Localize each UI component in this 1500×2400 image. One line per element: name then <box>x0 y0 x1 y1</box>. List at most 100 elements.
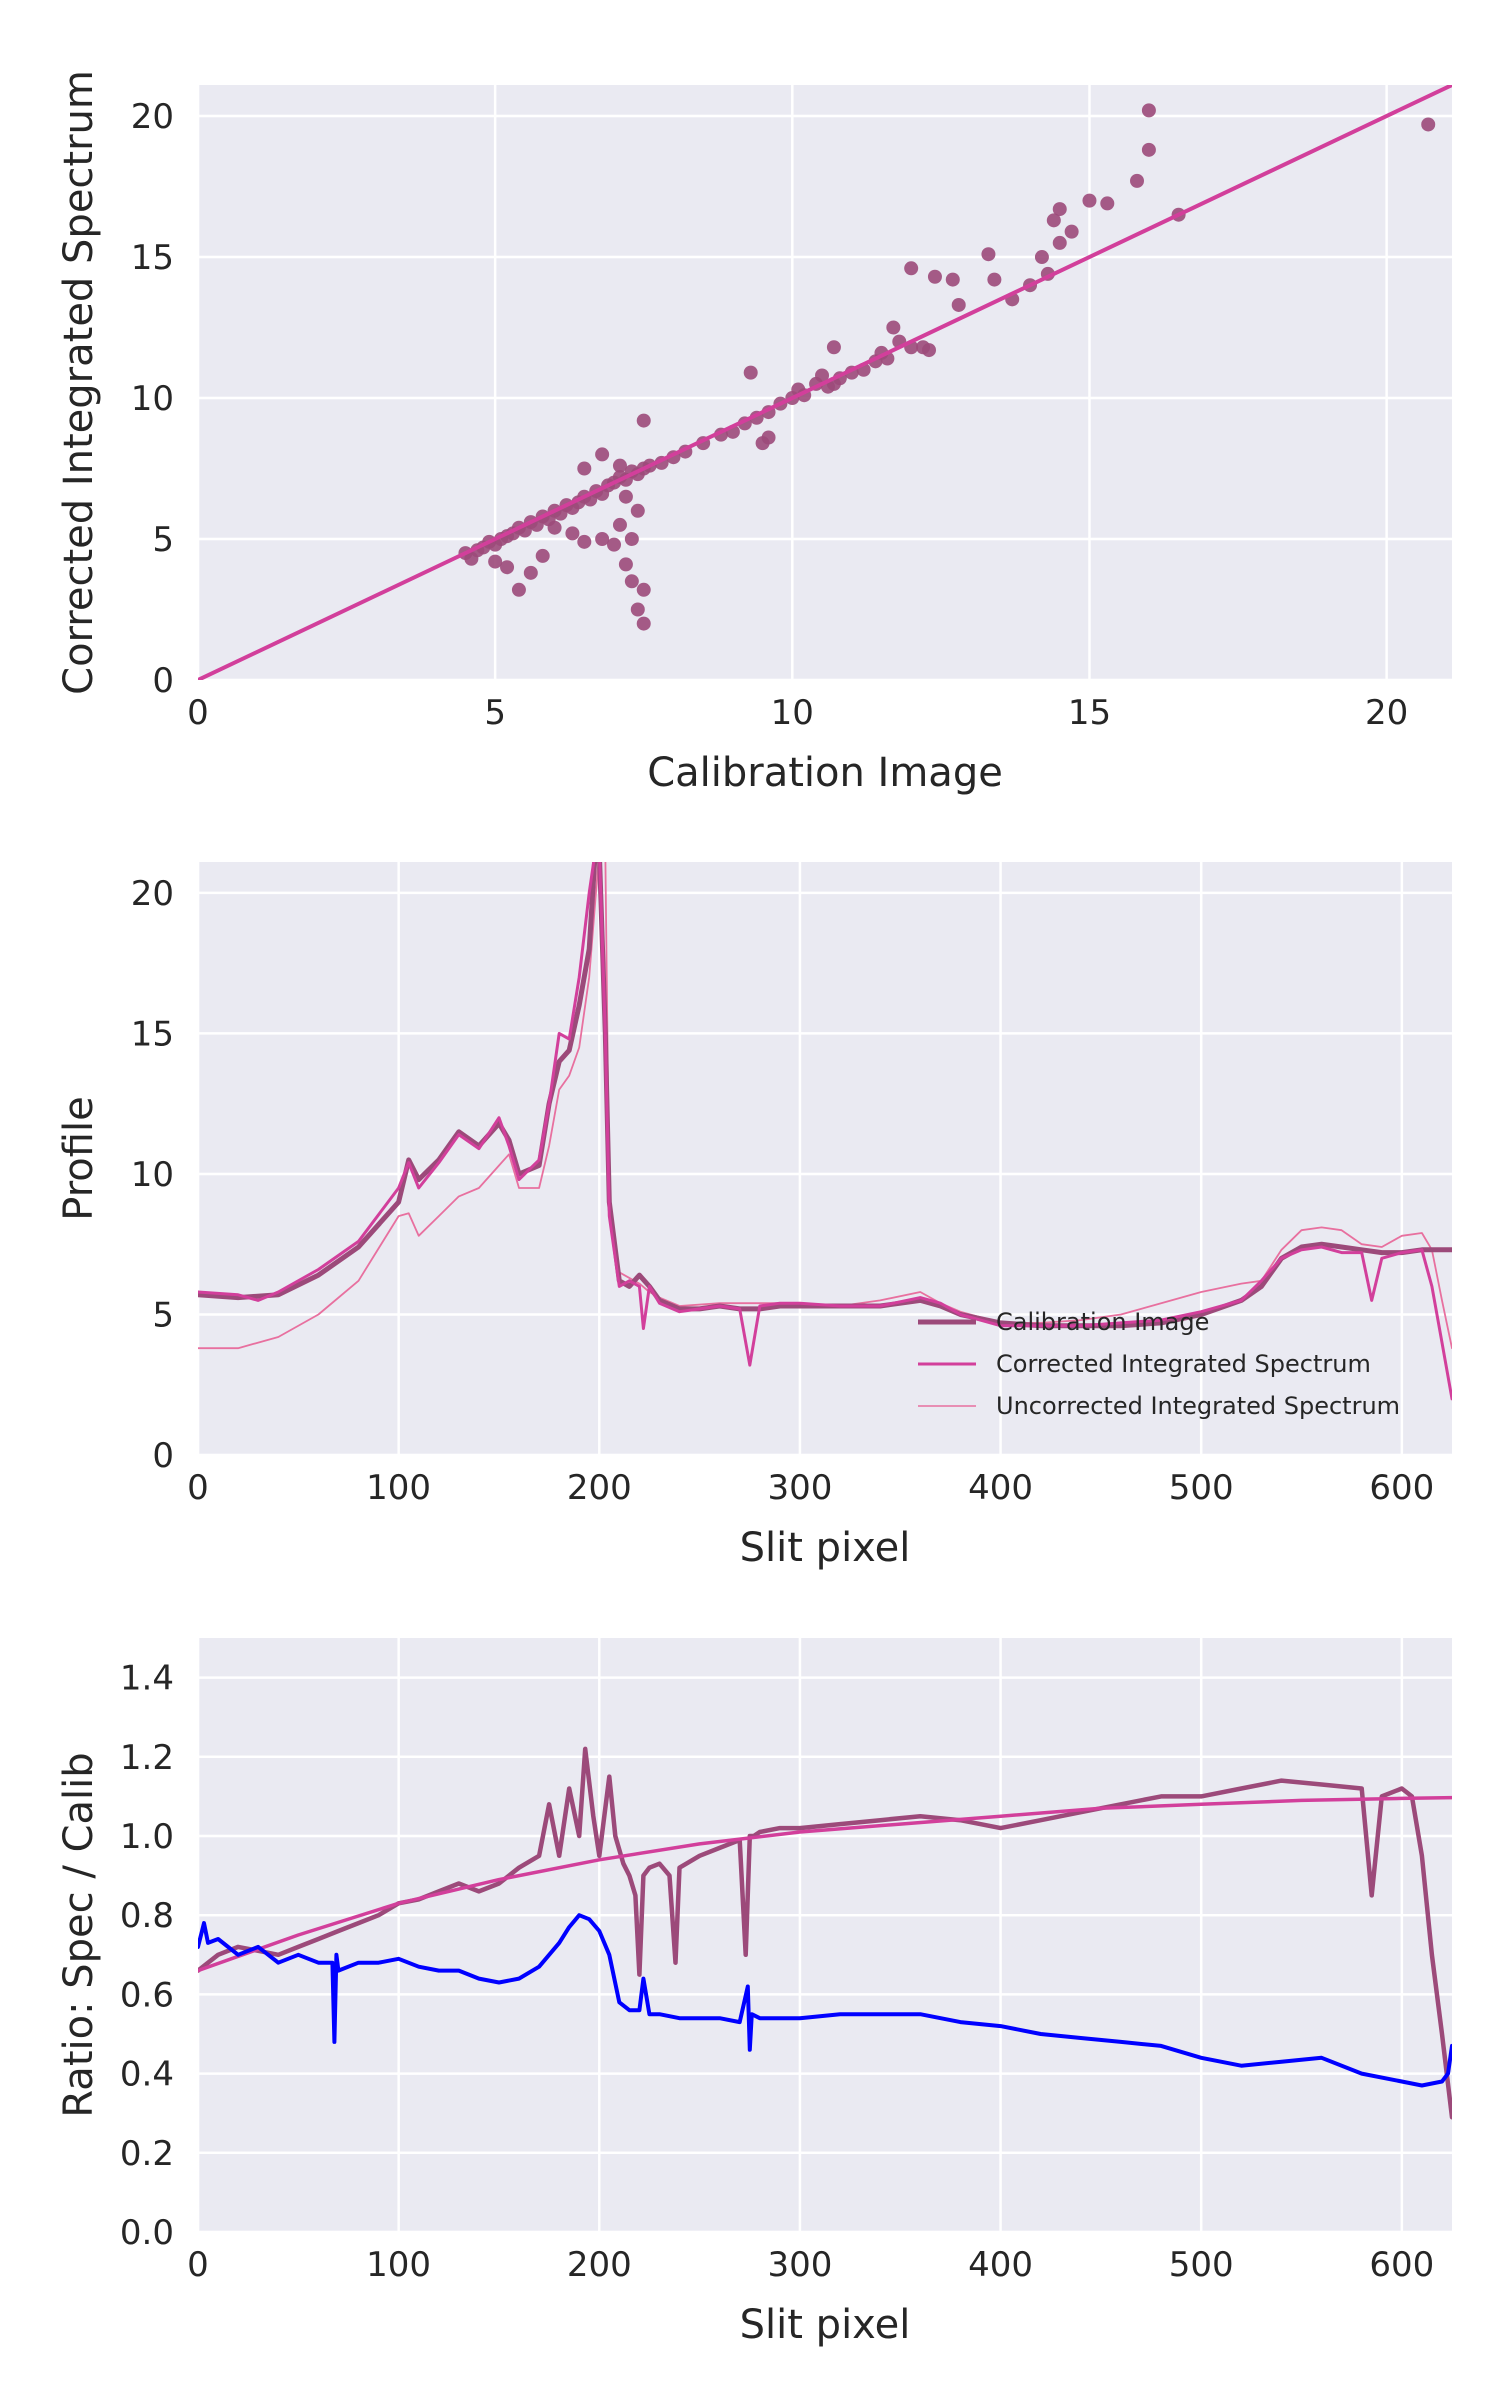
plot-background <box>198 1638 1452 2232</box>
scatter-point <box>945 272 960 287</box>
scatter-point <box>1064 224 1079 239</box>
x-tick-label: 200 <box>567 2245 632 2285</box>
x-axis-label: Slit pixel <box>740 2302 911 2348</box>
grid <box>196 1638 1452 2234</box>
scatter-point <box>1141 103 1156 118</box>
y-axis-label: Corrected Integrated Spectrum <box>56 70 102 695</box>
x-axis-label: Calibration Image <box>647 750 1003 796</box>
y-tick-label: 1.4 <box>120 1659 174 1699</box>
scatter-point <box>624 574 639 589</box>
x-tick-label: 500 <box>1169 2245 1234 2285</box>
scatter-point <box>761 430 776 445</box>
scatter-point <box>511 582 526 597</box>
scatter-point <box>535 548 550 563</box>
x-tick-label: 0 <box>187 1468 209 1508</box>
y-tick-label: 0.8 <box>120 1896 174 1936</box>
y-tick-label: 20 <box>131 874 174 914</box>
scatter-point <box>636 413 651 428</box>
y-tick-label: 1.0 <box>120 1817 174 1857</box>
y-tick-label: 1.2 <box>120 1738 174 1778</box>
y-tick-label: 15 <box>131 1014 174 1054</box>
scatter-point <box>624 532 639 547</box>
scatter-point <box>815 368 830 383</box>
x-tick-label: 300 <box>767 2245 832 2285</box>
y-axis-label: Ratio: Spec / Calib <box>56 1752 102 2117</box>
series-line-calibration <box>198 862 1452 1329</box>
scatter-point <box>618 489 633 504</box>
x-tick-label: 100 <box>366 1468 431 1508</box>
ratio-panel: 0 100 200 300 400 500 600 0.0 0.2 0.4 0.6 0.8 1.0 1.2… <box>56 1638 1452 2348</box>
legend-label: Corrected Integrated Spectrum <box>996 1350 1371 1378</box>
series-line-uncorrected <box>198 862 1452 1350</box>
ratio-fit-line <box>198 1795 1452 1973</box>
scatter-point <box>886 320 901 335</box>
x-tick-label: 20 <box>1365 693 1408 733</box>
scatter-point <box>612 517 627 532</box>
scatter-point <box>904 261 919 276</box>
x-tick-label: 0 <box>187 2245 209 2285</box>
scatter-point <box>1100 196 1115 211</box>
scatter-point <box>595 532 610 547</box>
y-tick-label: 5 <box>152 520 174 560</box>
scatter-point <box>743 365 758 380</box>
scatter-point <box>1034 250 1049 265</box>
x-tick-label: 400 <box>968 2245 1033 2285</box>
scatter-point <box>636 616 651 631</box>
y-tick-label: 0.6 <box>120 1975 174 2015</box>
scatter-point <box>1130 173 1145 188</box>
y-tick-label: 0 <box>152 1436 174 1476</box>
scatter-point <box>612 458 627 473</box>
scatter-point <box>1141 142 1156 157</box>
y-tick-label: 0.0 <box>120 2213 174 2253</box>
legend-label: Calibration Image <box>996 1308 1209 1336</box>
x-axis-label: Slit pixel <box>740 1525 911 1571</box>
scatter-point <box>1421 117 1436 132</box>
x-tick-label: 600 <box>1369 1468 1434 1508</box>
y-tick-label: 0 <box>152 661 174 701</box>
scatter-point <box>636 582 651 597</box>
scatter-point <box>547 520 562 535</box>
legend-label: Uncorrected Integrated Spectrum <box>996 1392 1400 1420</box>
series-line-corrected <box>198 862 1452 1401</box>
scatter-point <box>951 297 966 312</box>
y-tick-label: 0.4 <box>120 2055 174 2095</box>
scatter-point <box>927 269 942 284</box>
y-tick-label: 5 <box>152 1295 174 1335</box>
y-tick-label: 15 <box>131 238 174 278</box>
x-tick-label: 5 <box>484 693 506 733</box>
scatter-point <box>565 526 580 541</box>
y-axis-label: Profile <box>56 1096 102 1220</box>
x-tick-label: 10 <box>771 693 814 733</box>
plot-area <box>198 862 1452 1401</box>
scatter-point <box>987 272 1002 287</box>
scatter-point <box>488 554 503 569</box>
grid <box>196 85 1452 682</box>
scatter-point <box>630 602 645 617</box>
y-tick-label: 10 <box>131 379 174 419</box>
scatter-point <box>500 560 515 575</box>
x-tick-label: 100 <box>366 2245 431 2285</box>
x-tick-label: 500 <box>1169 1468 1234 1508</box>
scatter-point <box>1082 193 1097 208</box>
scatter-point <box>981 247 996 262</box>
scatter-point <box>618 557 633 572</box>
scatter-point <box>1052 235 1067 250</box>
scatter-point <box>1046 213 1061 228</box>
identity-line <box>198 85 1452 680</box>
profile-panel: 0 100 200 300 400 500 600 0 5 10 15 20 Slit pixel Pro… <box>56 862 1452 1571</box>
scatter-point <box>577 461 592 476</box>
y-tick-label: 10 <box>131 1155 174 1195</box>
plot-area <box>198 85 1452 680</box>
scatter-point <box>922 343 937 358</box>
scatter-point <box>630 503 645 518</box>
scatter-point <box>464 551 479 566</box>
y-tick-label: 0.2 <box>120 2134 174 2174</box>
scatter-point <box>577 534 592 549</box>
x-tick-label: 400 <box>968 1468 1033 1508</box>
y-tick-label: 20 <box>131 97 174 137</box>
x-tick-label: 200 <box>567 1468 632 1508</box>
ratio-line-blue <box>198 1913 1452 2088</box>
x-tick-label: 0 <box>187 693 209 733</box>
scatter-point <box>607 537 622 552</box>
